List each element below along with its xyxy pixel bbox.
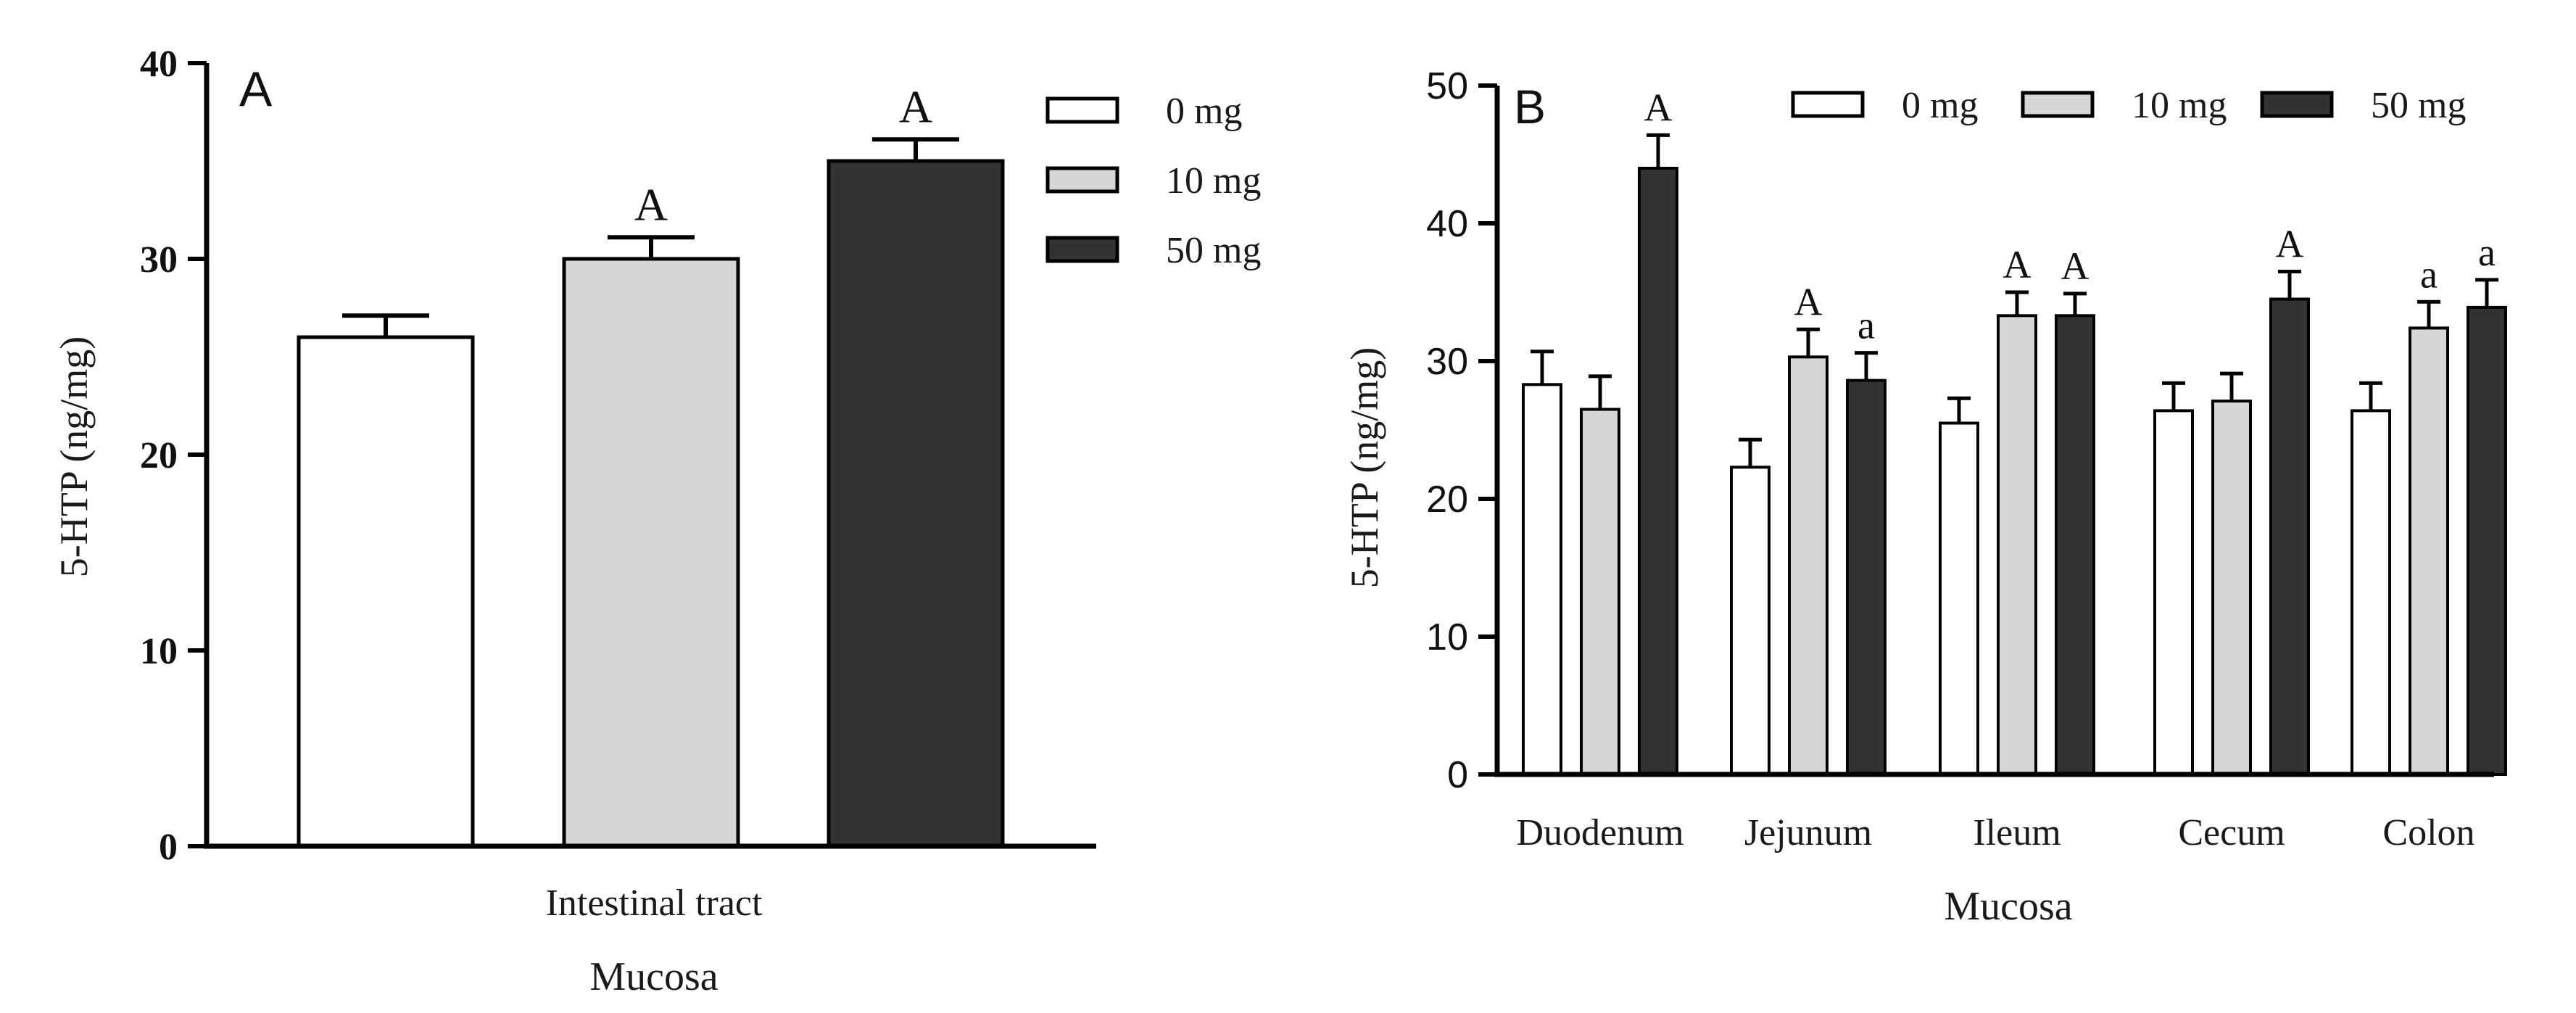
legend-label-2: 50 mg [1166, 230, 1261, 271]
legend-label-1: 10 mg [2132, 85, 2227, 126]
x-category-label: Colon [2382, 812, 2474, 853]
bar [2351, 409, 2391, 777]
legend-swatch-0 [1791, 91, 1865, 118]
y-tick-label: 40 [1426, 203, 1468, 245]
y-tick-label: 30 [1426, 341, 1468, 383]
panel-b-y-axis-title: 5-HTP (ng/mg) [1343, 347, 1386, 588]
bar [1997, 314, 2037, 776]
bar-group-jejunum: Aa [1730, 280, 1887, 776]
y-tick-label: 50 [1426, 65, 1468, 107]
bar [827, 159, 1005, 848]
legend-label-0: 0 mg [1166, 91, 1242, 132]
legend-label-2: 50 mg [2371, 85, 2466, 126]
legend-swatch-1 [1045, 166, 1119, 194]
legend-swatch-0 [1045, 96, 1119, 124]
bar [2153, 409, 2194, 777]
panel-b-axes [1494, 86, 2494, 777]
significance-label: a [1858, 304, 1875, 347]
significance-label: A [2276, 223, 2304, 266]
bar [1846, 379, 1887, 776]
panel-a-x-category: Intestinal tract [546, 882, 763, 924]
significance-label: A [1644, 86, 1673, 129]
bar [1939, 421, 1979, 776]
bar-group-colon: aa [2351, 231, 2507, 777]
significance-label: A [634, 178, 668, 230]
panel-a-label: A [239, 62, 273, 117]
x-category-label: Cecum [2178, 812, 2285, 853]
significance-label: A [1794, 280, 1823, 323]
bar [1522, 383, 1562, 776]
y-tick-label: 0 [1447, 754, 1468, 796]
bar [1638, 167, 1678, 776]
significance-label: A [2003, 243, 2032, 286]
bar [562, 257, 740, 848]
bar-group-10mg: A [562, 178, 740, 848]
panel-a-bars: AA [297, 80, 1005, 848]
panel-b-label: B [1514, 80, 1546, 133]
bar [2409, 326, 2449, 776]
y-tick-label: 10 [140, 631, 178, 672]
bar [297, 335, 475, 848]
panel-a-x-axis-title: Mucosa [589, 954, 718, 999]
legend-label-1: 10 mg [1166, 160, 1261, 202]
panel-a-legend: 0 mg 10 mg 50 mg [1045, 91, 1261, 271]
x-category-label: Ileum [1973, 812, 2061, 853]
panel-a-y-ticks: 0 10 20 30 40 [140, 44, 207, 868]
bar-group-cecum: A [2153, 223, 2310, 777]
y-tick-label: 40 [140, 44, 178, 85]
panel-b-y-ticks: 0 10 20 30 40 50 [1426, 65, 1497, 796]
bar [2211, 400, 2252, 776]
y-tick-label: 30 [140, 239, 178, 281]
y-tick-label: 0 [159, 827, 178, 868]
bar [1580, 408, 1620, 776]
panel-b-x-axis-title: Mucosa [1944, 884, 2072, 929]
legend-swatch-2 [2260, 91, 2334, 118]
bar-group-50mg: A [827, 80, 1005, 848]
bar [1788, 355, 1829, 776]
panel-b-x-categories: Duodenum Jejunum Ileum Cecum Colon [1516, 812, 2474, 853]
y-tick-label: 20 [140, 435, 178, 476]
bar [2467, 305, 2507, 776]
y-tick-label: 20 [1426, 479, 1468, 521]
bar [2269, 297, 2310, 776]
x-category-label: Duodenum [1516, 812, 1683, 853]
bar-group-duodenum: A [1522, 86, 1678, 776]
significance-label: A [899, 80, 932, 132]
significance-label: a [2420, 252, 2438, 296]
legend-swatch-2 [1045, 236, 1119, 263]
panel-b-legend: 0 mg 10 mg 50 mg [1791, 85, 2466, 126]
significance-label: A [2061, 244, 2090, 288]
bar-group-0mg [297, 313, 475, 848]
x-category-label: Jejunum [1744, 812, 1872, 853]
significance-label: a [2478, 231, 2496, 274]
panel-a-y-axis-title: 5-HTP (ng/mg) [52, 336, 96, 577]
y-tick-label: 10 [1426, 616, 1468, 658]
bar [2055, 314, 2095, 776]
bar [1730, 466, 1771, 776]
legend-label-0: 0 mg [1902, 85, 1978, 126]
legend-swatch-1 [2021, 91, 2095, 118]
